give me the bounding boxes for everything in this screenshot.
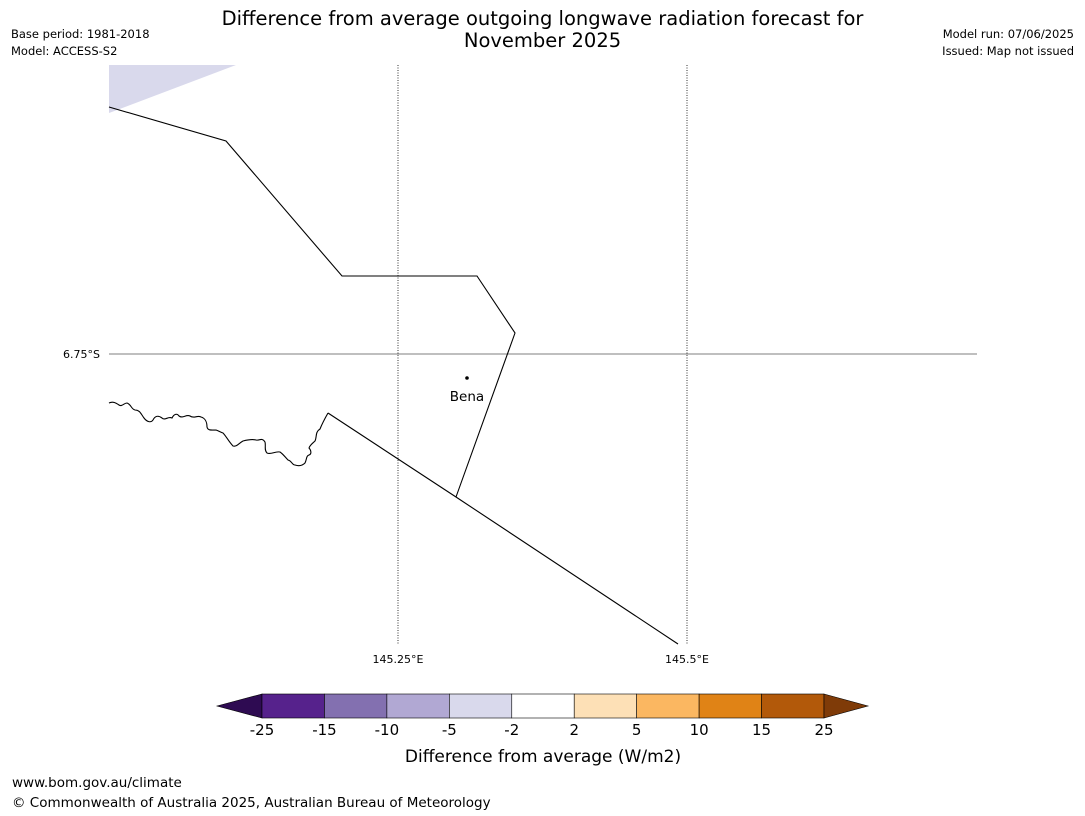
- colorbar-bin: [511, 693, 575, 719]
- colorbar-overflow-arrow: [823, 693, 870, 719]
- colorbar-tick-label: -10: [375, 721, 400, 739]
- model-name: Model: ACCESS-S2: [11, 44, 118, 58]
- colorbar-bin: [386, 693, 450, 719]
- colorbar-tick-label: 15: [752, 721, 771, 739]
- colorbar-tick-label: 5: [632, 721, 642, 739]
- map-title: Difference from average outgoing longwav…: [0, 8, 1085, 52]
- lon-label-145-25: 145.25°E: [373, 653, 424, 666]
- province-boundary-north: [108, 106, 516, 498]
- place-label: Bena: [450, 389, 484, 405]
- province-boundary-south: [327, 412, 679, 645]
- colorbar: -25 -15 -10 -5 -2 2 5 10 15 25 Difference from av…: [215, 693, 870, 767]
- colorbar-tick-label: -5: [442, 721, 457, 739]
- colorbar-tick-label: 2: [569, 721, 579, 739]
- colorbar-label: Difference from average (W/m2): [405, 747, 681, 767]
- colorbar-bin: [761, 693, 825, 719]
- colorbar-tick-label: 10: [690, 721, 709, 739]
- colorbar-tick-label: -25: [250, 721, 275, 739]
- meta-left: Base period: 1981-2018 Model: ACCESS-S2: [11, 26, 150, 60]
- colorbar-bin: [698, 693, 762, 719]
- lat-label: 6.75°S: [63, 348, 100, 361]
- meta-right: Model run: 07/06/2025 Issued: Map not is…: [942, 26, 1074, 60]
- colorbar-bin: [636, 693, 700, 719]
- place-marker-bena: [465, 376, 469, 380]
- colorbar-bin: [449, 693, 513, 719]
- base-period: Base period: 1981-2018: [11, 27, 150, 41]
- model-run: Model run: 07/06/2025: [942, 27, 1074, 41]
- footer-url: www.bom.gov.au/climate: [12, 775, 182, 791]
- anomaly-patch: [109, 65, 236, 113]
- colorbar-bin: [261, 693, 325, 719]
- footer-copyright: © Commonwealth of Australia 2025, Austra…: [12, 795, 491, 811]
- colorbar-tick-label: -15: [312, 721, 337, 739]
- lon-label-145-5: 145.5°E: [665, 653, 709, 666]
- colorbar-tick-label: 25: [814, 721, 833, 739]
- title-line-1: Difference from average outgoing longwav…: [221, 7, 864, 30]
- colorbar-bin: [573, 693, 637, 719]
- colorbar-bin: [324, 693, 388, 719]
- river-boundary: [108, 401, 329, 467]
- colorbar-tick-label: -2: [504, 721, 519, 739]
- issued-status: Issued: Map not issued: [942, 44, 1074, 58]
- title-line-2: November 2025: [463, 29, 622, 52]
- colorbar-underflow-arrow: [215, 693, 263, 719]
